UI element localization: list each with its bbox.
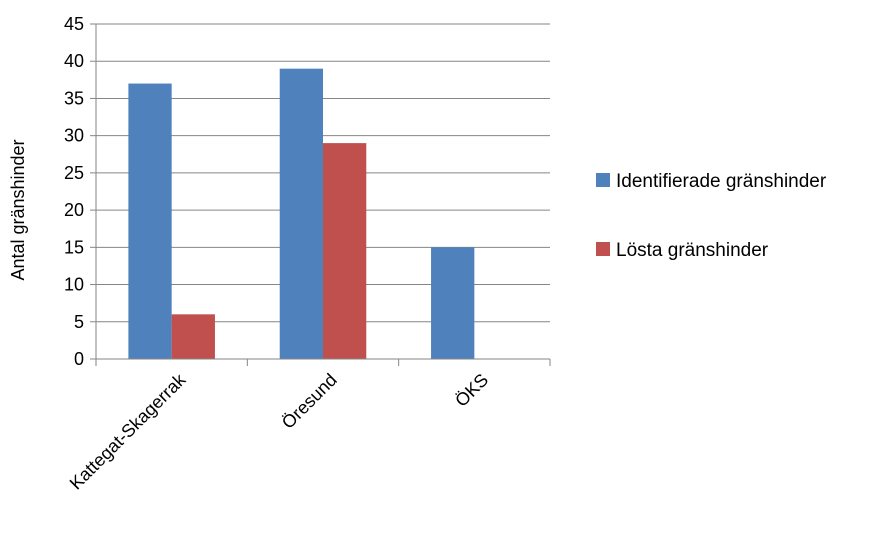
y-tick-label: 35: [64, 88, 84, 108]
y-tick-labels: 0 5 10 15 20 25 30 35 40 45: [64, 14, 84, 369]
axes: [90, 23, 551, 366]
y-tick-label: 20: [64, 200, 84, 220]
bar-solved: [171, 314, 215, 359]
legend: Identifierade gränshinder Lösta gränshind…: [596, 171, 827, 261]
legend-label: Identifierade gränshinder: [616, 171, 827, 192]
bars: [128, 68, 475, 360]
y-tick-label: 30: [64, 126, 84, 146]
bar-identified: [279, 68, 323, 360]
x-tick-label: Öresund: [278, 370, 341, 433]
x-tick-label: Kattegat-Skagerrak: [66, 369, 191, 494]
bar-identified: [128, 83, 172, 360]
y-tick-label: 40: [64, 51, 84, 71]
y-tick-label: 5: [74, 312, 84, 332]
bar-solved: [323, 143, 367, 359]
y-tick-label: 10: [64, 275, 84, 295]
y-tick-label: 45: [64, 14, 84, 34]
x-tick-labels: Kattegat-Skagerrak Öresund ÖKS: [66, 369, 492, 494]
legend-swatch: [596, 242, 610, 256]
legend-swatch: [596, 173, 610, 187]
y-tick-label: 25: [64, 163, 84, 183]
bar-identified: [431, 247, 475, 359]
y-tick-label: 15: [64, 237, 84, 257]
x-tick-label: ÖKS: [451, 370, 492, 411]
legend-label: Lösta gränshinder: [616, 240, 769, 261]
y-axis-label: Antal gränshinder: [8, 139, 28, 280]
y-tick-label: 0: [74, 349, 84, 369]
